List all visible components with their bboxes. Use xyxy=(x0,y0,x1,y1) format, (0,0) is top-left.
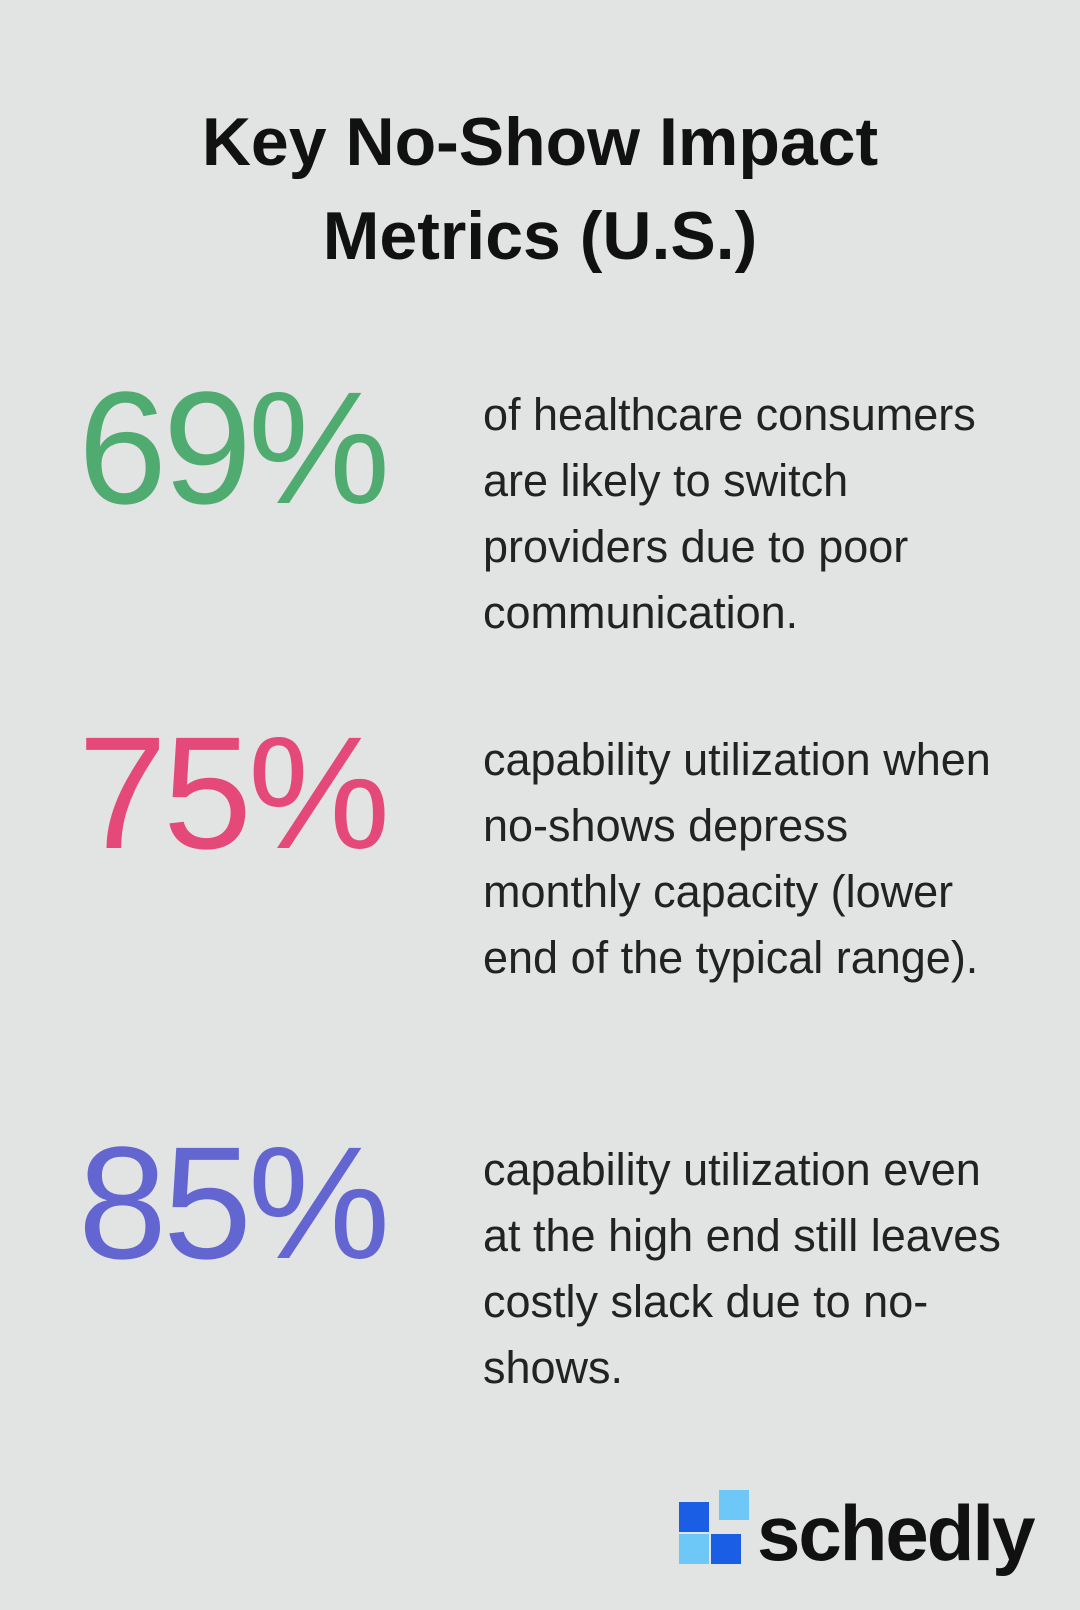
metric-value: 85% xyxy=(78,1113,390,1292)
metric-value: 75% xyxy=(78,703,390,882)
logo-icon xyxy=(679,1490,749,1564)
metric-description: of healthcare consumers are likely to sw… xyxy=(483,389,976,638)
metric-description: capability utilization when no-shows dep… xyxy=(483,734,991,983)
metric-value: 69% xyxy=(78,358,390,537)
metric-description: capability utilization even at the high … xyxy=(483,1144,1001,1393)
title: Key No-Show Impact Metrics (U.S.) xyxy=(201,104,879,274)
logo-text: schedly xyxy=(757,1489,1035,1577)
